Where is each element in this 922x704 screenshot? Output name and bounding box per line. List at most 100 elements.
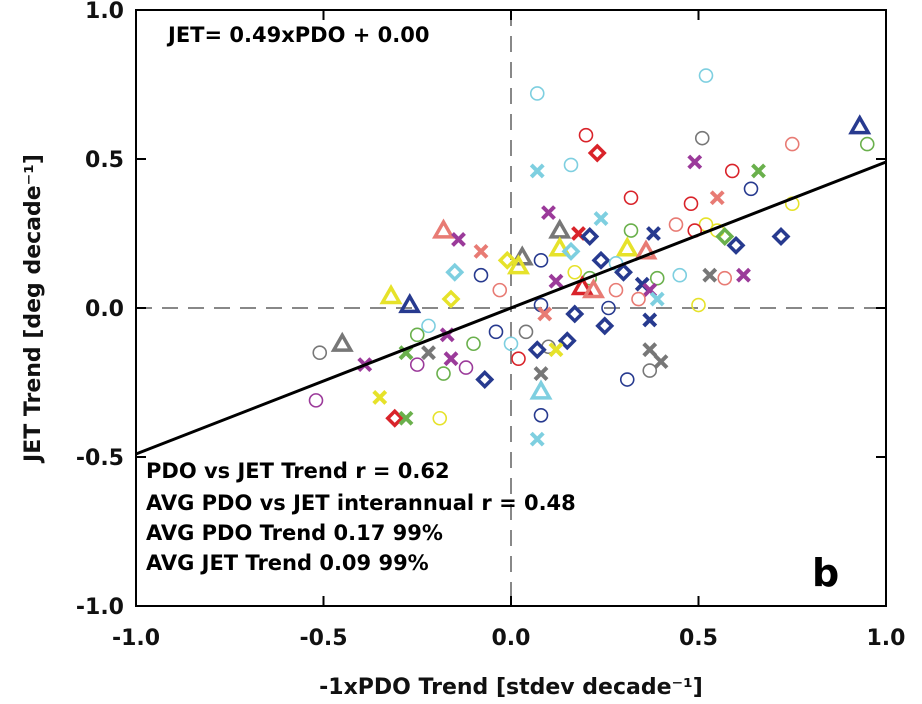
- x-tick-label: -0.5: [299, 626, 347, 651]
- data-point-cross: [398, 410, 414, 426]
- data-point-circle: [601, 300, 616, 316]
- data-point-circle: [784, 136, 800, 152]
- data-point-triangle: [379, 284, 403, 305]
- data-point-triangle: [570, 275, 594, 296]
- data-point-circle: [518, 324, 534, 340]
- data-point-circle: [724, 163, 740, 179]
- x-tick-label: -1.0: [112, 626, 160, 651]
- data-point-cross: [421, 345, 436, 361]
- annotation-line-3: AVG PDO Trend 0.17 99%: [146, 521, 443, 545]
- data-point-triangle: [548, 236, 572, 257]
- data-point-cross: [473, 243, 489, 259]
- data-point-circle: [698, 68, 714, 83]
- data-point-cross: [372, 389, 388, 405]
- data-point-circle: [421, 318, 436, 334]
- axis-ticks: -1.0 -0.5 0.0 0.5 1.0 -1.0 -0.5 0.0 0.5 1.0: [76, 0, 906, 651]
- data-point-cross: [533, 366, 549, 381]
- data-point-circle: [717, 270, 733, 286]
- data-point-circle: [649, 270, 665, 286]
- data-point-cross: [548, 273, 564, 289]
- data-point-circle: [631, 291, 646, 307]
- data-point-cross: [646, 226, 661, 241]
- data-point-circle: [859, 136, 875, 152]
- data-point-circle: [691, 297, 706, 313]
- annotation-line-1: PDO vs JET Trend r = 0.62: [146, 459, 450, 483]
- data-point-circle: [694, 130, 710, 146]
- data-point-diamond: [587, 143, 607, 163]
- data-point-circle: [623, 223, 639, 238]
- data-point-circle: [623, 190, 639, 206]
- data-point-diamond: [715, 227, 735, 246]
- x-tick-label: 1.0: [867, 626, 906, 651]
- data-point-triangle: [431, 218, 456, 239]
- annotation-line-2: AVG PDO vs JET interannual r = 0.48: [146, 491, 576, 515]
- data-point-circle: [672, 267, 688, 283]
- data-point-circle: [308, 393, 324, 408]
- data-point-diamond: [557, 331, 577, 351]
- data-point-diamond: [445, 262, 465, 282]
- data-point-circle: [567, 264, 583, 280]
- data-point-diamond: [527, 340, 547, 360]
- y-tick-label: 0.0: [85, 297, 124, 322]
- data-point-circle: [619, 372, 635, 387]
- data-point-circle: [533, 407, 549, 423]
- data-point-triangle: [529, 379, 553, 400]
- data-point-diamond: [595, 316, 615, 336]
- y-tick-label: 0.5: [85, 148, 124, 173]
- data-point-cross: [709, 190, 725, 206]
- data-point-triangle: [398, 292, 422, 314]
- regression-equation: JET= 0.49xPDO + 0.00: [166, 23, 429, 47]
- chart-marks: [135, 10, 887, 606]
- data-point-cross: [529, 431, 545, 447]
- data-point-diamond: [497, 250, 517, 270]
- data-point-diamond: [591, 250, 611, 270]
- data-point-triangle: [506, 254, 531, 275]
- data-point-cross: [642, 312, 658, 328]
- data-point-triangle: [581, 278, 606, 299]
- data-point-circle: [511, 351, 526, 366]
- data-point-diamond: [385, 408, 405, 428]
- y-tick-label: -0.5: [76, 446, 124, 471]
- x-axis-title: -1xPDO Trend [stdev decade⁻¹]: [319, 675, 703, 700]
- data-point-cross: [443, 351, 459, 367]
- data-point-cross: [736, 267, 751, 283]
- data-point-cross: [702, 267, 718, 283]
- data-point-circle: [642, 363, 658, 378]
- data-point-circle: [683, 196, 699, 211]
- data-point-diamond: [561, 241, 581, 261]
- data-point-diamond: [565, 304, 585, 324]
- data-point-cross: [642, 342, 658, 358]
- data-point-triangle: [848, 114, 872, 135]
- data-point-circle: [409, 327, 425, 343]
- x-tick-label: 0.0: [492, 626, 531, 651]
- data-point-diamond: [475, 370, 495, 389]
- data-point-circle: [492, 282, 508, 298]
- data-point-circle: [473, 267, 489, 283]
- data-point-triangle: [548, 218, 572, 239]
- data-point-circle: [563, 157, 579, 173]
- data-point-cross: [541, 205, 556, 221]
- data-point-diamond: [580, 227, 600, 246]
- annotation-line-4: AVG JET Trend 0.09 99%: [146, 551, 429, 575]
- data-point-circle: [458, 360, 474, 375]
- data-point-circle: [503, 336, 519, 352]
- data-point-triangle: [615, 236, 639, 257]
- y-axis-title: JET Trend [deg decade⁻¹]: [21, 154, 46, 464]
- data-point-circle: [436, 366, 451, 381]
- data-point-cross: [548, 342, 564, 358]
- data-point-circle: [608, 282, 624, 298]
- data-point-cross: [649, 291, 665, 307]
- data-point-cross: [653, 354, 669, 370]
- regression-line: [135, 160, 887, 456]
- data-point-cross: [537, 306, 553, 322]
- data-point-circle: [743, 181, 759, 197]
- data-point-circle: [578, 127, 594, 143]
- data-point-circle: [466, 336, 481, 352]
- data-point-circle: [529, 86, 545, 101]
- data-point-cross: [687, 154, 703, 170]
- data-point-circle: [488, 324, 504, 340]
- data-point-diamond: [771, 227, 791, 246]
- data-point-diamond: [614, 262, 633, 282]
- data-point-circle: [533, 253, 549, 268]
